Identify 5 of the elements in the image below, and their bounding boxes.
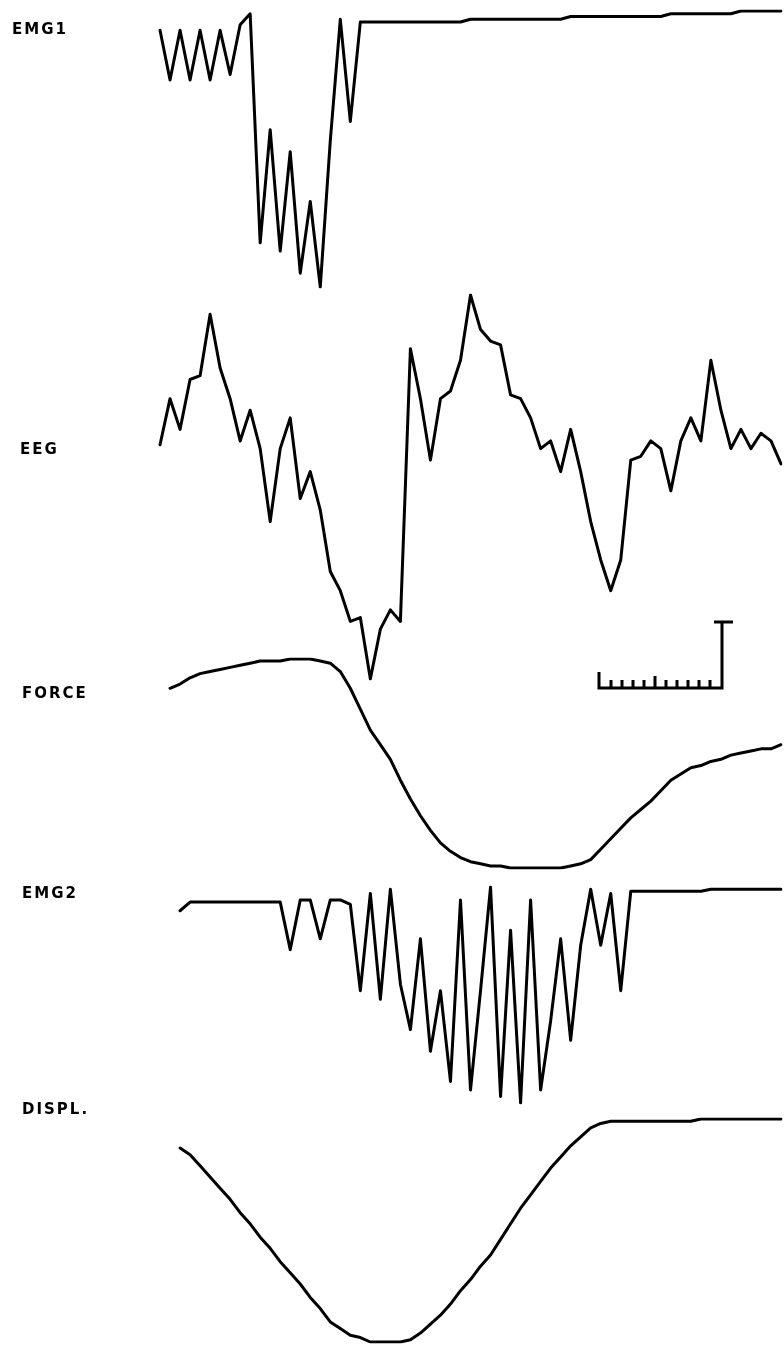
y-axis-title: EEG	[20, 440, 59, 458]
y-axis-title: EMG2	[22, 884, 78, 902]
y-axis-title: DISPL.	[22, 1100, 90, 1118]
y-axis-title: FORCE	[22, 684, 88, 702]
y-axis-title: EMG1	[12, 20, 68, 38]
